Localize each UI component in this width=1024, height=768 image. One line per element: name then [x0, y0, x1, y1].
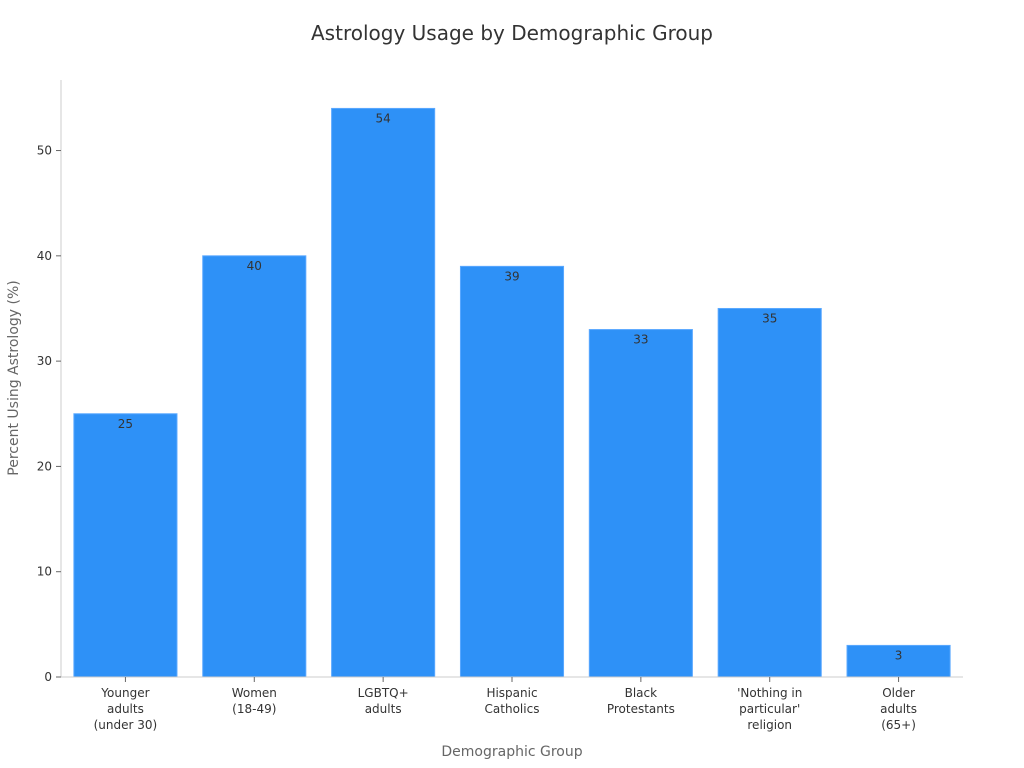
data-label: 33	[633, 333, 648, 347]
bars-layer	[73, 107, 951, 678]
bar	[331, 107, 436, 678]
x-tick-label: Older adults (65+)	[880, 686, 917, 732]
data-label: 25	[118, 417, 133, 431]
y-tick-label: 20	[37, 459, 52, 473]
x-tick-label: Women (18-49)	[232, 686, 277, 716]
data-label: 40	[247, 259, 262, 273]
data-label: 54	[376, 111, 391, 125]
bar	[202, 255, 307, 678]
y-axis-ticks: 0 10 20 30 40 50	[37, 144, 61, 684]
data-label: 3	[895, 648, 903, 662]
y-tick-label: 50	[37, 144, 52, 158]
data-labels-layer: 25 40 54 39 33 35 3	[118, 111, 903, 662]
bar	[588, 329, 693, 678]
x-tick-label: LGBTQ+ adults	[358, 686, 409, 716]
x-axis-ticks: Younger adults (under 30) Women (18-49) LGBTQ…	[94, 677, 917, 732]
y-tick-label: 0	[44, 670, 52, 684]
y-tick-label: 30	[37, 354, 52, 368]
bar	[717, 307, 822, 678]
x-axis-title: Demographic Group	[441, 744, 582, 760]
data-label: 39	[504, 269, 519, 283]
data-label: 35	[762, 311, 777, 325]
x-tick-label: Hispanic Catholics	[485, 686, 540, 716]
x-tick-label: Black Protestants	[607, 686, 675, 716]
x-tick-label: 'Nothing in particular' religion	[737, 686, 802, 732]
x-tick-label: Younger adults (under 30)	[94, 686, 158, 732]
bar	[846, 644, 951, 678]
y-tick-label: 40	[37, 249, 52, 263]
y-axis-title: Percent Using Astrology (%)	[6, 280, 22, 475]
bar	[459, 265, 565, 678]
y-tick-label: 10	[37, 565, 52, 579]
bar	[73, 413, 178, 678]
chart-title: Astrology Usage by Demographic Group	[311, 21, 713, 45]
